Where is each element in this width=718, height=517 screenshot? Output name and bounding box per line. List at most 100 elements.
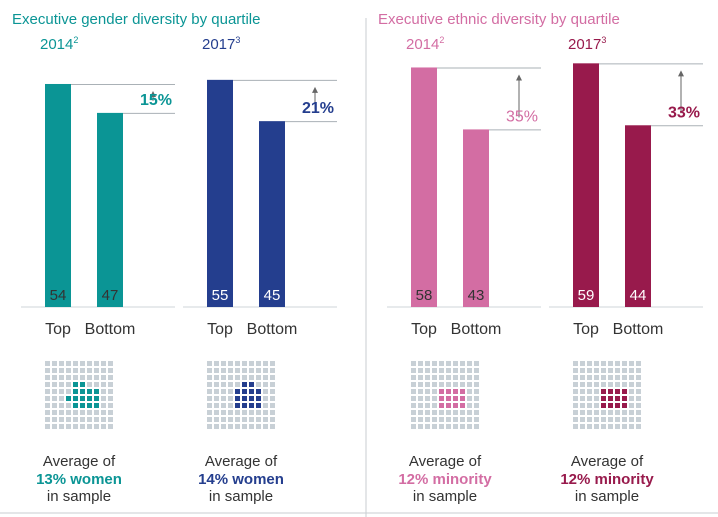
sample-dot [446, 417, 451, 422]
sample-dot [432, 368, 437, 373]
sample-dot [52, 361, 57, 366]
sample-dot [66, 410, 71, 415]
sample-dot [73, 368, 78, 373]
sample-dot [101, 375, 106, 380]
sample-dot [270, 389, 275, 394]
sample-dot [108, 417, 113, 422]
sample-dot [207, 389, 212, 394]
sample-dot [263, 368, 268, 373]
sample-dot [411, 403, 416, 408]
sample-dot [425, 410, 430, 415]
bar-bottom [259, 121, 285, 308]
sample-dot [214, 382, 219, 387]
sample-dot [228, 375, 233, 380]
sample-dot [73, 424, 78, 429]
sample-dot [52, 417, 57, 422]
sample-dot-highlighted [242, 389, 247, 394]
sample-dot [636, 368, 641, 373]
sample-dot [467, 424, 472, 429]
sample-dot [59, 361, 64, 366]
sample-dot [636, 389, 641, 394]
sample-dot [263, 375, 268, 380]
category-label-top: Top [573, 321, 599, 338]
sample-dot [221, 382, 226, 387]
sample-dot-highlighted [249, 403, 254, 408]
sample-dot-highlighted [256, 403, 261, 408]
sample-dot [270, 368, 275, 373]
sample-dot [221, 396, 226, 401]
sample-dot [446, 375, 451, 380]
sample-dot [636, 410, 641, 415]
sample-dot [636, 403, 641, 408]
sample-dot [45, 417, 50, 422]
sample-dot [214, 389, 219, 394]
sample-dot [235, 410, 240, 415]
sample-dot [270, 361, 275, 366]
sample-dot [474, 368, 479, 373]
sample-dot [80, 410, 85, 415]
sample-dot [474, 396, 479, 401]
sample-dot [52, 368, 57, 373]
bar-bottom [625, 125, 651, 307]
category-label-bottom: Bottom [85, 321, 136, 338]
sample-dot [432, 389, 437, 394]
value-label-bottom: 47 [102, 287, 119, 304]
sample-dot [467, 396, 472, 401]
sample-dot [228, 410, 233, 415]
sample-text-line2: 12% minority [398, 471, 492, 488]
sample-dot [467, 382, 472, 387]
sample-dot [580, 403, 585, 408]
sample-dot [594, 368, 599, 373]
sample-dot-highlighted [608, 403, 613, 408]
sample-dot [94, 368, 99, 373]
sample-dot [242, 361, 247, 366]
sample-dot-highlighted [94, 389, 99, 394]
sample-dot-highlighted [94, 396, 99, 401]
sample-dot [594, 410, 599, 415]
sample-dot [242, 368, 247, 373]
sample-text-line3: in sample [209, 488, 273, 505]
bar-top [573, 63, 599, 307]
sample-dot [425, 382, 430, 387]
sample-dot [263, 417, 268, 422]
sample-dot [622, 417, 627, 422]
sample-text-line1: Average of [409, 453, 482, 470]
sample-dot [249, 368, 254, 373]
sample-dot [439, 361, 444, 366]
value-label-top: 54 [50, 287, 67, 304]
sample-dot [467, 417, 472, 422]
sample-dot [636, 424, 641, 429]
sample-dot-highlighted [235, 396, 240, 401]
sample-dot [228, 368, 233, 373]
sample-dot-highlighted [235, 403, 240, 408]
sample-dot [615, 382, 620, 387]
sample-dot [615, 361, 620, 366]
sample-dot-highlighted [80, 389, 85, 394]
sample-dot [425, 389, 430, 394]
sample-dot [45, 375, 50, 380]
sample-dot [418, 396, 423, 401]
sample-dot [214, 375, 219, 380]
sample-dot [45, 410, 50, 415]
difference-label: 33% [668, 104, 700, 121]
sample-dot [432, 403, 437, 408]
sample-text-line2: 14% women [198, 471, 284, 488]
sample-dot [101, 389, 106, 394]
sample-dot [221, 368, 226, 373]
sample-dot [446, 410, 451, 415]
sample-dot [601, 410, 606, 415]
sample-dot [59, 403, 64, 408]
sample-dot [249, 410, 254, 415]
sample-dot [66, 368, 71, 373]
sample-dot [573, 417, 578, 422]
sample-dot [87, 424, 92, 429]
sample-dot [228, 389, 233, 394]
sample-dot [80, 375, 85, 380]
sample-dot-highlighted [242, 396, 247, 401]
sample-dot [629, 396, 634, 401]
sample-dot [242, 410, 247, 415]
sample-dot [453, 361, 458, 366]
category-label-top: Top [207, 321, 233, 338]
sample-dot [221, 410, 226, 415]
sample-dot [601, 424, 606, 429]
